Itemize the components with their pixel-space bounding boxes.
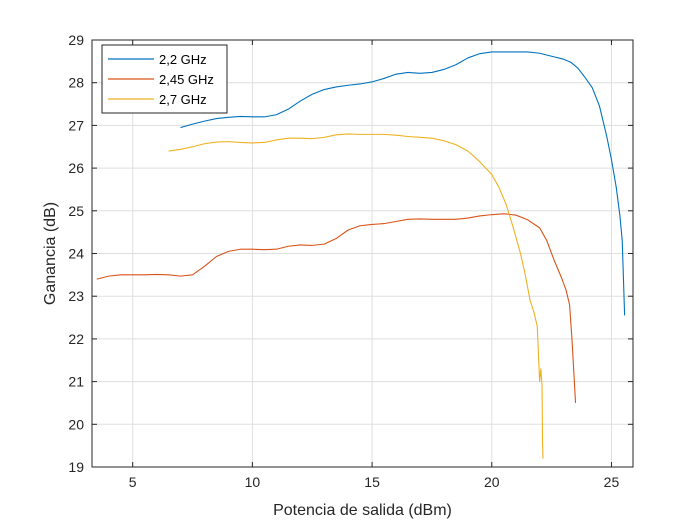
- y-tick-label: 19: [68, 459, 84, 475]
- x-axis-label: Potencia de salida (dBm): [273, 502, 452, 519]
- y-tick-label: 24: [68, 246, 84, 262]
- x-tick-label: 10: [245, 474, 261, 490]
- series-line-2: [96, 213, 577, 403]
- y-axis-label: Ganancia (dB): [42, 202, 59, 305]
- y-tick-label: 25: [68, 203, 84, 219]
- grid: [92, 39, 633, 468]
- y-tick-label: 21: [68, 374, 84, 390]
- series-lines: [96, 51, 626, 459]
- y-tick-label: 20: [68, 416, 84, 432]
- x-tick-label: 15: [364, 474, 380, 490]
- axis-ticks: 5 10 15 20 25 19 20 21 22 23 24 25 26 27 28 29: [68, 32, 633, 490]
- legend-label-2: 2,45 GHz: [159, 72, 214, 87]
- y-tick-label: 26: [68, 160, 84, 176]
- series-line-1: [180, 51, 626, 316]
- x-tick-label: 20: [484, 474, 500, 490]
- legend-label-3: 2,7 GHz: [159, 92, 207, 107]
- series-line-3: [168, 133, 544, 459]
- legend: 2,2 GHz 2,45 GHz 2,7 GHz: [101, 44, 228, 114]
- y-tick-label: 28: [68, 75, 84, 91]
- legend-label-1: 2,2 GHz: [159, 52, 207, 67]
- y-tick-label: 22: [68, 331, 84, 347]
- x-tick-label: 25: [604, 474, 620, 490]
- y-tick-label: 29: [68, 32, 84, 48]
- y-tick-label: 27: [68, 117, 84, 133]
- x-tick-label: 5: [129, 474, 137, 490]
- y-tick-label: 23: [68, 288, 84, 304]
